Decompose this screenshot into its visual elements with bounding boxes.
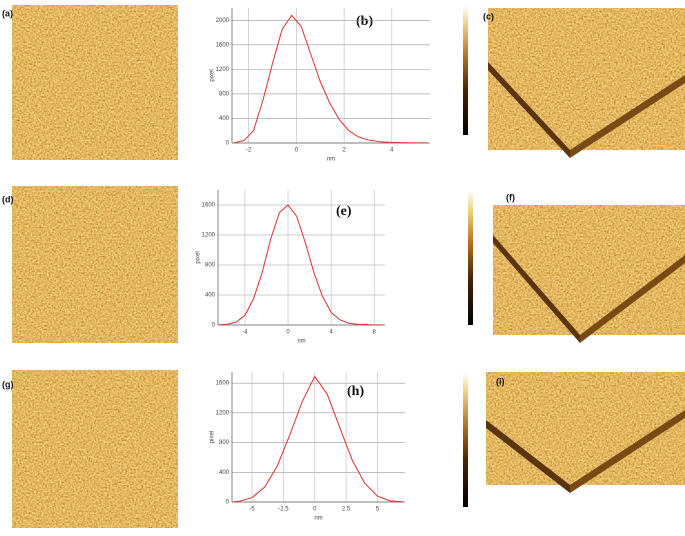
y-tick-label: 2000 [216,18,230,24]
y-axis-label: pixel [196,251,202,263]
colorbar [463,372,468,507]
surface-3d [463,5,685,507]
y-tick-label: 0 [226,141,230,147]
histogram-line [233,375,403,503]
y-tick-label: 1200 [216,410,230,416]
panel-label: (i) [496,376,505,386]
y-axis-label: pixel [210,69,216,81]
y-tick-label: 800 [205,263,216,269]
y-tick-label: 0 [226,500,230,506]
y-tick-label: 1200 [216,67,230,73]
y-tick-label: 0 [212,323,216,329]
afm-image [12,370,178,528]
x-tick-label: 4 [390,148,394,154]
afm-image [12,5,178,160]
y-tick-label: 400 [219,470,230,476]
panel-label: (g) [2,379,14,389]
afm-image [12,186,178,343]
x-axis-label: nm [327,157,335,163]
x-tick-label: 8 [373,330,377,336]
surface [488,8,685,150]
y-tick-label: 400 [219,116,230,122]
y-tick-label: 1600 [216,381,230,387]
x-tick-label: 2.5 [342,507,351,513]
x-tick-label: -2 [246,148,252,154]
x-tick-label: 0 [295,148,299,154]
panel-label: (e) [336,204,352,219]
colorbar [468,190,473,325]
x-tick-label: -5 [249,507,255,513]
x-tick-label: 0 [286,330,290,336]
surface-side [570,410,685,493]
surface-side [580,255,685,343]
panel-label: (b) [356,14,373,29]
y-tick-label: 400 [205,293,216,299]
y-tick-label: 800 [219,91,230,97]
surface-side [493,235,580,343]
y-axis-label: pixel [210,431,216,443]
x-tick-label: -2.5 [278,507,289,513]
x-tick-label: 4 [329,330,333,336]
panel-label: (a) [2,8,13,18]
surface [493,205,685,335]
panel-label: (h) [347,384,364,399]
y-tick-label: 1600 [216,42,230,48]
panel-label: (c) [483,11,494,21]
panel-label: (f) [506,192,515,202]
y-tick-label: 1200 [202,233,216,239]
afm-images [12,5,178,528]
x-axis-label: nm [297,339,305,345]
x-tick-label: 0 [313,507,317,513]
colorbar [463,5,468,135]
surface-side [486,420,570,493]
x-tick-label: -4 [242,330,248,336]
surface-side [570,75,685,158]
y-tick-label: 800 [219,440,230,446]
panel-label: (d) [2,194,14,204]
y-tick-label: 1600 [202,203,216,209]
surface [486,372,685,485]
x-tick-label: 5 [376,507,380,513]
histogram-line [219,204,383,326]
x-tick-label: 2 [342,148,346,154]
histogram-line [234,14,428,144]
x-axis-label: nm [314,516,322,522]
surface-side [488,62,570,158]
